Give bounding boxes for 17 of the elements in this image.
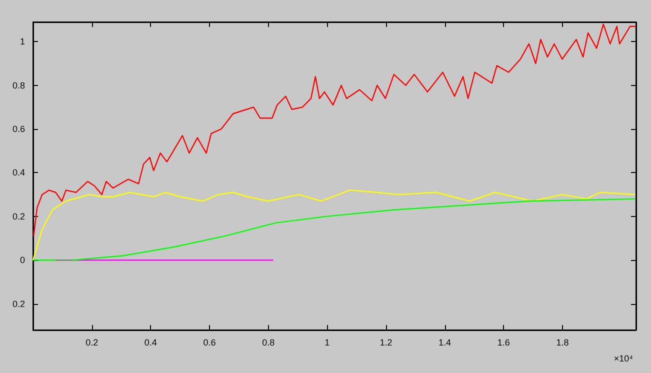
y-tick-label: 0.6 (12, 124, 25, 134)
x-tick-label: 0.4 (144, 338, 157, 348)
x-tick-label: 0.2 (86, 338, 98, 348)
x-tick-label: 1.8 (556, 338, 569, 348)
x-tick-label: 1 (324, 338, 330, 348)
y-tick-label: 0 (20, 255, 25, 266)
x-tick-label: 1.4 (438, 338, 452, 348)
text: ×10⁴ (614, 354, 634, 364)
y-tick-label: 0.8 (12, 80, 25, 90)
y-tick-label: 0.4 (12, 168, 25, 178)
y-tick-label: 0.2 (12, 211, 25, 222)
x-tick-label: 1.6 (497, 338, 510, 348)
y-tick-label: 0.2 (12, 298, 25, 309)
x-tick-label: 0.8 (262, 338, 275, 348)
x-tick-label: 0.6 (203, 338, 216, 348)
x-tick-label: 1.2 (380, 338, 392, 348)
y-tick-label: 1 (20, 36, 25, 47)
